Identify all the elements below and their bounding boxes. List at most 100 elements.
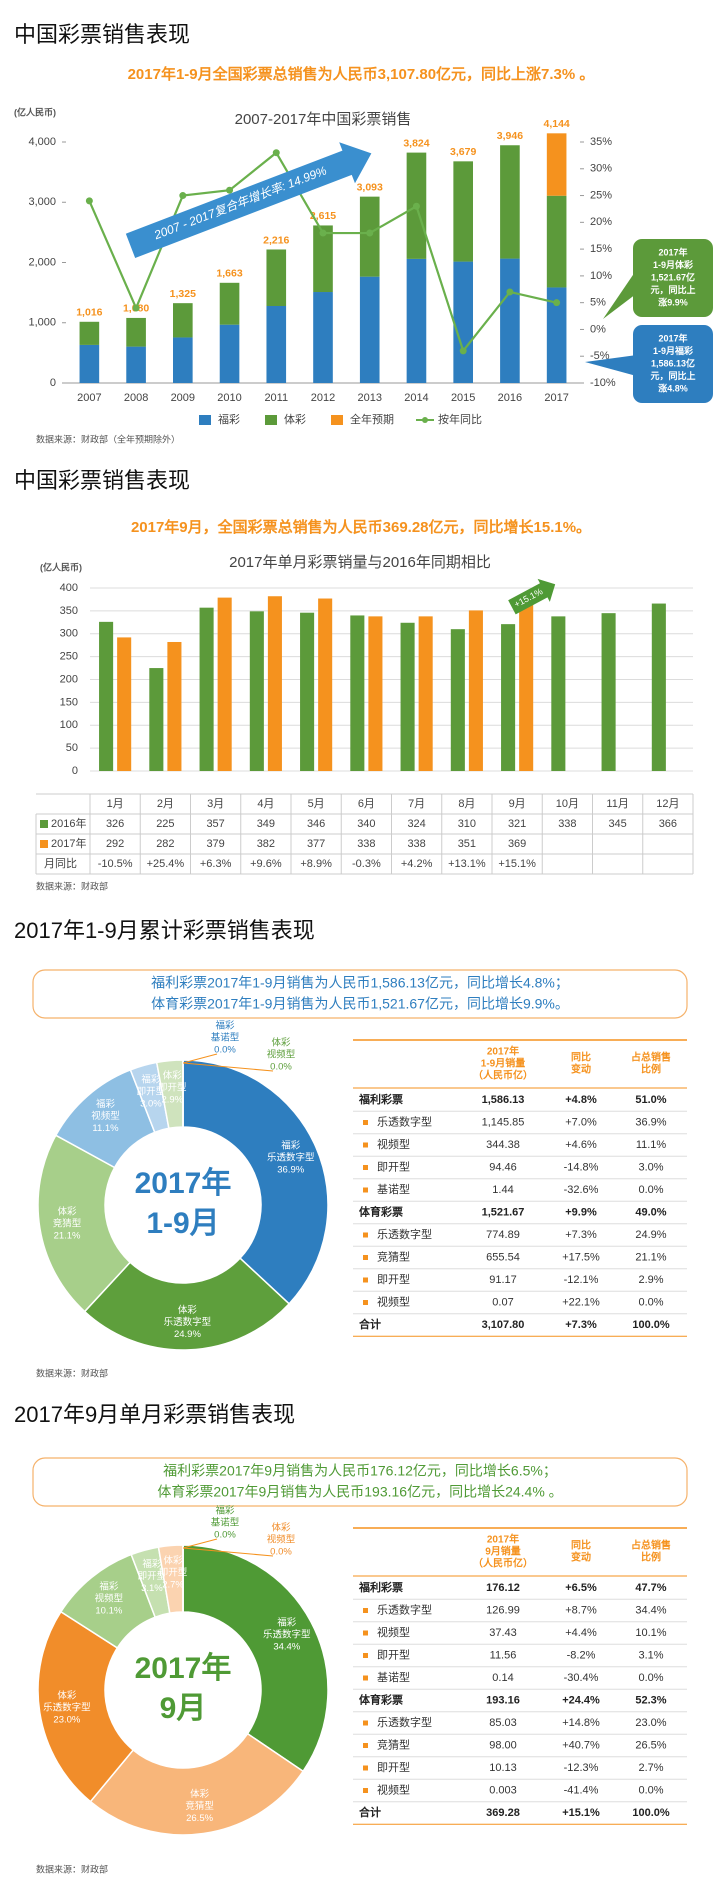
line-point	[272, 149, 280, 157]
line-point	[459, 347, 467, 355]
y-tick-label: 0	[50, 377, 56, 389]
table-cell: 即开型	[377, 1760, 410, 1774]
y2-tick-label: 10%	[590, 270, 612, 282]
table-cell: 合计	[359, 1317, 381, 1331]
table-header: 2017年	[487, 1045, 519, 1058]
slice-label: 体彩	[164, 1554, 184, 1566]
slice-label: 福彩	[96, 1098, 116, 1110]
x-tick-label: 2月	[157, 798, 174, 810]
table-cell: -12.1%	[564, 1274, 599, 1286]
table-cell: +8.7%	[565, 1604, 597, 1616]
table-value: 310	[458, 818, 476, 830]
table-cell: 100.0%	[632, 1319, 670, 1331]
table-value: 292	[106, 838, 124, 850]
donut-hole	[107, 1614, 259, 1766]
row-bullet	[363, 1608, 368, 1613]
legend-swatch	[331, 415, 343, 425]
total-label: 3,093	[357, 181, 383, 193]
table-cell: 乐透数字型	[377, 1227, 432, 1241]
slice-value: 34.4%	[273, 1641, 300, 1652]
table-value: +8.9%	[300, 858, 332, 870]
table-value: -10.5%	[98, 858, 133, 870]
bar-segment	[546, 287, 567, 383]
y2-tick-label: -10%	[590, 377, 616, 389]
bar-segment	[500, 145, 520, 259]
table-cell: 37.43	[489, 1627, 517, 1639]
table-cell: 176.12	[486, 1582, 520, 1594]
x-tick-label: 2012	[311, 392, 335, 404]
legend-label: 福彩	[218, 412, 240, 426]
table-value: +9.6%	[250, 858, 282, 870]
bar	[450, 629, 465, 771]
row-bullet	[363, 1277, 368, 1283]
chart-title: 2007-2017年中国彩票销售	[235, 111, 412, 128]
slice-label: 视频型	[267, 1049, 296, 1061]
table-cell: 视频型	[377, 1137, 410, 1151]
leader-line	[182, 1547, 274, 1557]
table-cell: 10.1%	[635, 1627, 666, 1639]
donut-slice	[182, 1059, 329, 1305]
table-cell: 体育彩票	[359, 1692, 403, 1706]
line-point	[366, 229, 374, 237]
table-value: +25.4%	[147, 858, 185, 870]
x-tick-label: 12月	[656, 798, 679, 810]
row-bullet	[363, 1653, 368, 1658]
donut-slice	[89, 1732, 305, 1836]
table-header: 变动	[571, 1063, 591, 1076]
callout-line: 1,586.13亿	[651, 357, 695, 368]
legend-label: 全年预期	[350, 412, 394, 426]
bar	[400, 622, 415, 771]
row-bullet	[363, 1743, 368, 1748]
table-value: 346	[307, 818, 325, 830]
legend-label: 2017年	[51, 836, 86, 850]
table-value: 379	[206, 838, 224, 850]
slice-label: 乐透数字型	[43, 1702, 91, 1714]
bar	[300, 612, 315, 771]
y2-tick-label: 20%	[590, 216, 612, 228]
slice-label: 乐透数字型	[267, 1152, 315, 1164]
row-label: 月同比	[44, 857, 77, 870]
table-value: 340	[357, 818, 375, 830]
table-header: 比例	[641, 1551, 661, 1564]
slice-label: 视频型	[95, 1592, 124, 1604]
y-tick-label: 200	[60, 673, 78, 685]
y2-tick-label: 30%	[590, 163, 612, 175]
slice-value: 23.0%	[53, 1715, 80, 1726]
y-tick-label: 300	[60, 628, 78, 640]
x-tick-label: 2008	[124, 392, 148, 404]
row-bullet	[363, 1232, 368, 1238]
slice-label: 福彩	[215, 1020, 235, 1032]
table-cell: +40.7%	[562, 1739, 600, 1751]
table-header: 同比	[571, 1051, 591, 1064]
table-cell: +6.5%	[565, 1582, 597, 1594]
table-value: 357	[206, 818, 224, 830]
total-label: 1,016	[76, 307, 102, 319]
table-cell: -32.6%	[564, 1184, 599, 1196]
summary-line: 福利彩票2017年1-9月销售为人民币1,586.13亿元，同比增长4.8%；	[151, 975, 569, 992]
bar	[601, 613, 616, 771]
y-tick-label: 4,000	[28, 136, 56, 148]
summary-line: 福利彩票2017年9月销售为人民币176.12亿元，同比增长6.5%；	[163, 1463, 557, 1480]
summary-line: 体育彩票2017年9月销售为人民币193.16亿元，同比增长24.4% 。	[157, 1484, 562, 1500]
row-bullet	[363, 1630, 368, 1636]
slice-label: 福彩	[141, 1073, 161, 1085]
callout-line: 涨4.8%	[658, 382, 688, 393]
legend-label: 2016年	[51, 816, 86, 830]
table-header: 9月销量	[485, 1545, 521, 1558]
table-cell: 0.003	[489, 1784, 517, 1796]
slice-label: 体彩	[58, 1205, 78, 1217]
donut-slice	[37, 1134, 132, 1313]
slice-label: 福彩	[277, 1616, 297, 1628]
line-point	[179, 192, 187, 200]
y-tick-label: 1,000	[28, 317, 56, 329]
slice-label: 体彩	[271, 1522, 291, 1534]
donut-hole	[107, 1129, 259, 1281]
table-value: 326	[106, 818, 124, 830]
table-cell: +7.0%	[565, 1116, 597, 1128]
bar-segment	[359, 276, 380, 383]
table-value: +6.3%	[200, 858, 232, 870]
legend-swatch	[199, 415, 211, 425]
table-value: 225	[156, 818, 174, 830]
table-value: 321	[508, 818, 526, 830]
slice-label: 乐透数字型	[164, 1316, 212, 1328]
